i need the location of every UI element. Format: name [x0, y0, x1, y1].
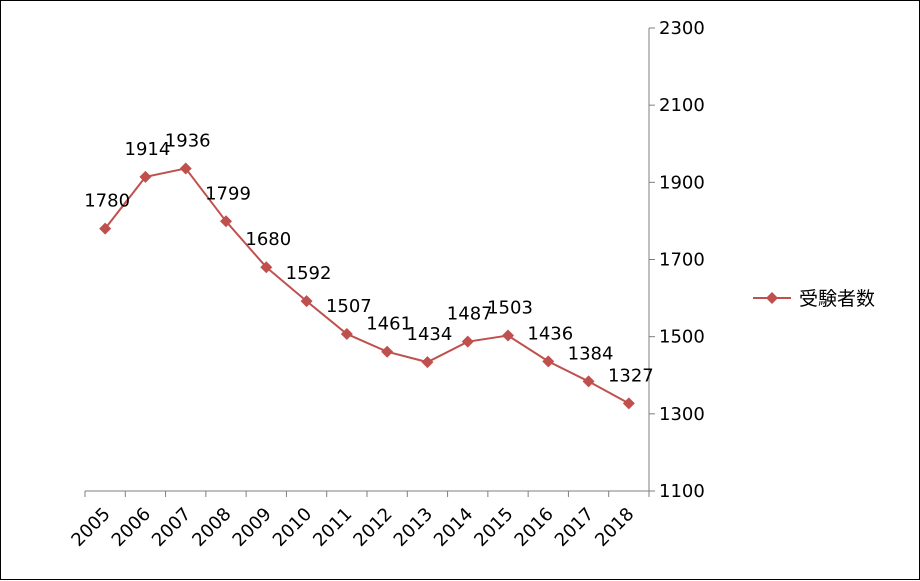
y-tick-label: 2300	[659, 18, 705, 39]
x-tick-label: 2014	[430, 504, 477, 551]
y-tick-label: 1900	[659, 172, 705, 193]
data-point	[340, 327, 353, 340]
data-label: 1384	[568, 343, 614, 364]
data-point	[139, 170, 152, 183]
data-point	[179, 162, 192, 175]
x-tick-label: 2012	[349, 504, 396, 551]
data-point	[220, 215, 232, 228]
data-label: 1936	[165, 130, 211, 151]
data-label: 1592	[286, 263, 332, 284]
data-label: 1434	[407, 324, 453, 345]
axes: 1100 1300 1500 1700 1900 2100 2300 200520062007…	[67, 18, 704, 551]
x-tick-label: 2018	[591, 504, 638, 551]
y-tick-label: 1700	[659, 250, 705, 271]
y-tick-label: 1500	[659, 327, 705, 348]
series-layer	[99, 162, 635, 410]
x-tick-label: 2016	[511, 504, 558, 551]
data-label: 1503	[487, 298, 533, 319]
data-point	[542, 355, 555, 368]
x-tick-label: 2015	[470, 504, 517, 551]
data-label: 1436	[527, 323, 573, 344]
data-point	[99, 222, 112, 235]
x-tick-label: 2009	[229, 504, 276, 551]
data-point	[260, 261, 273, 274]
x-tick-label: 2017	[551, 504, 598, 551]
data-point	[300, 295, 313, 308]
data-point	[461, 335, 474, 348]
data-point	[582, 375, 595, 388]
x-tick-label: 2010	[269, 504, 316, 551]
y-tick-label: 1300	[659, 404, 705, 425]
x-tick-label: 2007	[148, 504, 195, 551]
data-label: 1327	[608, 365, 654, 386]
legend-label: 受験者数	[799, 288, 875, 310]
legend: 受験者数	[753, 288, 875, 310]
data-label: 1780	[84, 191, 130, 212]
data-label: 1799	[205, 183, 251, 204]
series-line	[104, 167, 630, 405]
y-tick-label: 2100	[659, 95, 705, 116]
data-point	[381, 345, 394, 358]
legend-marker	[766, 292, 778, 304]
data-label: 1680	[245, 229, 291, 250]
data-point	[421, 356, 434, 369]
x-tick-label: 2013	[390, 504, 437, 551]
data-label: 1461	[366, 314, 412, 335]
data-label: 1914	[125, 139, 171, 160]
data-label: 1507	[326, 296, 372, 317]
data-label: 1487	[447, 304, 493, 325]
x-tick-label: 2006	[108, 504, 155, 551]
data-point	[622, 397, 635, 410]
data-point	[502, 329, 514, 342]
x-tick-label: 2011	[309, 504, 356, 551]
y-tick-label: 1100	[659, 481, 705, 502]
x-tick-label: 2008	[188, 504, 235, 551]
x-tick-label: 2005	[67, 504, 114, 551]
